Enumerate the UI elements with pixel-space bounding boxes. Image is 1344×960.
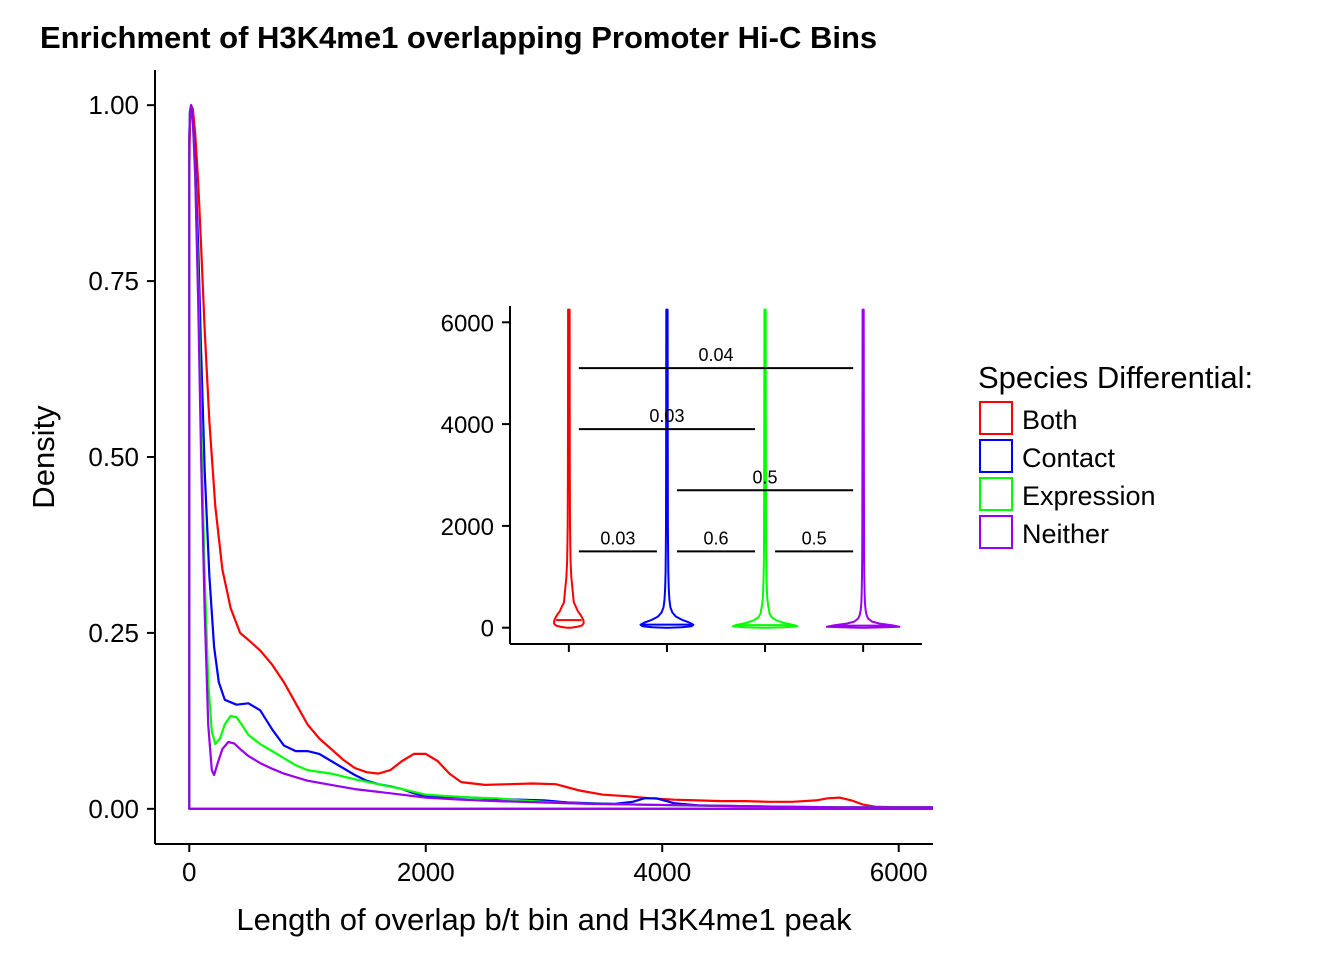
- y-tick-label: 0.50: [88, 442, 139, 472]
- comparison-pvalue-label: 0.04: [698, 345, 733, 365]
- legend-label-contact: Contact: [1022, 443, 1116, 473]
- chart-title: Enrichment of H3K4me1 overlapping Promot…: [40, 20, 877, 55]
- legend-key-both: [979, 401, 1013, 435]
- comparison-pvalue-label: 0.5: [802, 528, 827, 548]
- legend-key-contact: [979, 439, 1013, 473]
- legend-key-neither: [979, 515, 1013, 549]
- x-tick-label: 6000: [870, 857, 928, 887]
- legend-label-both: Both: [1022, 405, 1078, 435]
- comparison-pvalue-label: 0.03: [649, 406, 684, 426]
- density-line-both: [188, 104, 933, 810]
- legend-items: Both Contact Expression Neither: [979, 401, 1156, 549]
- y-tick-label: 0.00: [88, 794, 139, 824]
- violin-both: [553, 308, 585, 629]
- y-tick-label: 0.25: [88, 618, 139, 648]
- violin-expression: [731, 308, 799, 629]
- comparison-pvalue-label: 0.03: [600, 528, 635, 548]
- inset-y-tick-label: 0: [481, 616, 494, 643]
- inset-y-tick-label: 2000: [441, 514, 494, 541]
- x-axis-title: Length of overlap b/t bin and H3K4me1 pe…: [236, 902, 852, 937]
- legend-label-expression: Expression: [1022, 481, 1156, 511]
- inset-y-tick-label: 4000: [441, 412, 494, 439]
- x-tick-label: 4000: [633, 857, 691, 887]
- inset-y-tick-label: 6000: [441, 310, 494, 337]
- legend: Species Differential: Both Contact Express…: [978, 360, 1253, 549]
- inset-comparison-brackets: 0.04 0.03 0.5 0.03 0.6 0.5: [578, 345, 854, 553]
- y-tick-label: 1.00: [88, 90, 139, 120]
- density-series: [188, 104, 933, 810]
- inset-violins: [553, 308, 901, 629]
- violin-neither: [825, 308, 901, 629]
- violin-contact: [639, 308, 695, 629]
- inset-x-ticks: [567, 644, 865, 652]
- legend-label-neither: Neither: [1022, 519, 1109, 549]
- legend-key-expression: [979, 477, 1013, 511]
- x-tick-label: 2000: [397, 857, 455, 887]
- comparison-pvalue-label: 0.5: [753, 467, 778, 487]
- comparison-pvalue-label: 0.6: [703, 528, 728, 548]
- density-line-neither: [188, 104, 933, 810]
- inset-violin-plot: 0 2000 4000 6000 0.04 0.03 0.5 0.03 0.6 0.5: [441, 306, 922, 652]
- x-tick-label: 0: [182, 857, 196, 887]
- x-ticks: 0 2000 4000 6000: [182, 844, 928, 887]
- density-line-contact: [188, 104, 933, 810]
- y-axis-title: Density: [26, 405, 61, 509]
- legend-title: Species Differential:: [978, 360, 1253, 395]
- y-tick-label: 0.75: [88, 266, 139, 296]
- y-ticks: 0.00 0.25 0.50 0.75 1.00: [88, 90, 155, 824]
- inset-y-ticks: 0 2000 4000 6000: [441, 310, 510, 643]
